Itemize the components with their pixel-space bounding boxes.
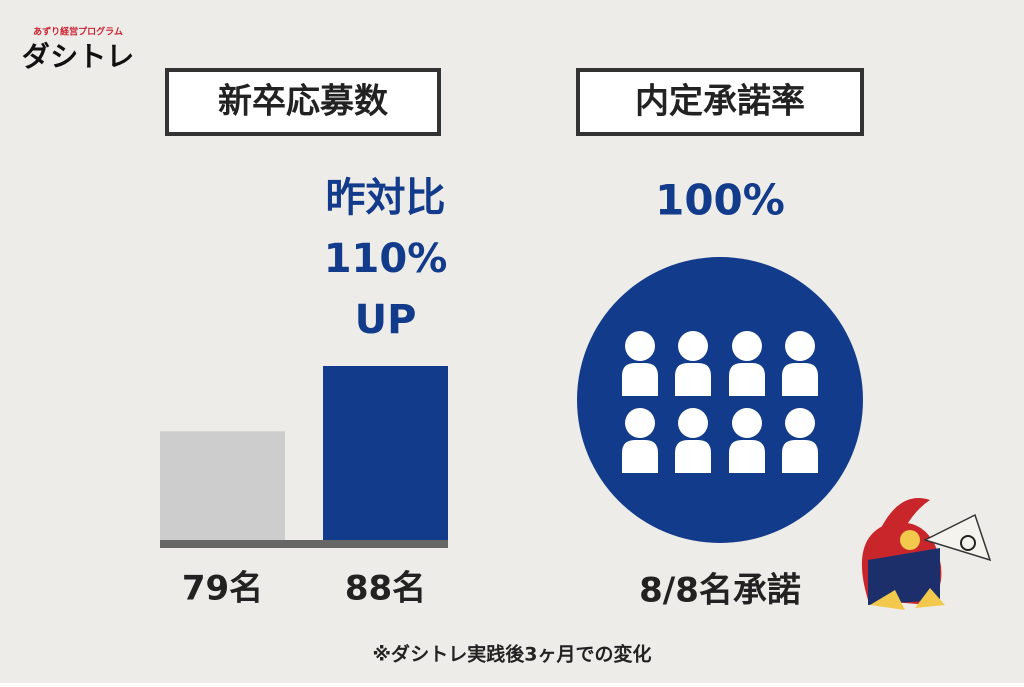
people-circle: [577, 257, 863, 543]
value-label: 79名: [182, 569, 263, 609]
logo-name: ダシトレ: [22, 40, 135, 73]
annotation: 110%: [324, 236, 448, 282]
bar: [323, 366, 448, 540]
bar: [160, 431, 285, 540]
annotation: UP: [355, 297, 417, 343]
value-label: 88名: [345, 569, 426, 609]
title-box: [576, 68, 864, 136]
logo-tagline: あずり経営プログラム: [33, 26, 123, 38]
annotation: 昨対比: [326, 175, 446, 221]
acceptance-title: 内定承諾率: [635, 82, 805, 122]
chart-title: 新卒応募数: [218, 82, 388, 122]
title-box: [165, 68, 441, 136]
footnote: ※ダシトレ実践後3ヶ月での変化: [372, 643, 651, 666]
baseline: [160, 540, 448, 548]
acceptance-rate: 100%: [655, 176, 785, 225]
acceptance-label: 8/8名承諾: [639, 571, 801, 611]
mascot: [861, 498, 992, 610]
